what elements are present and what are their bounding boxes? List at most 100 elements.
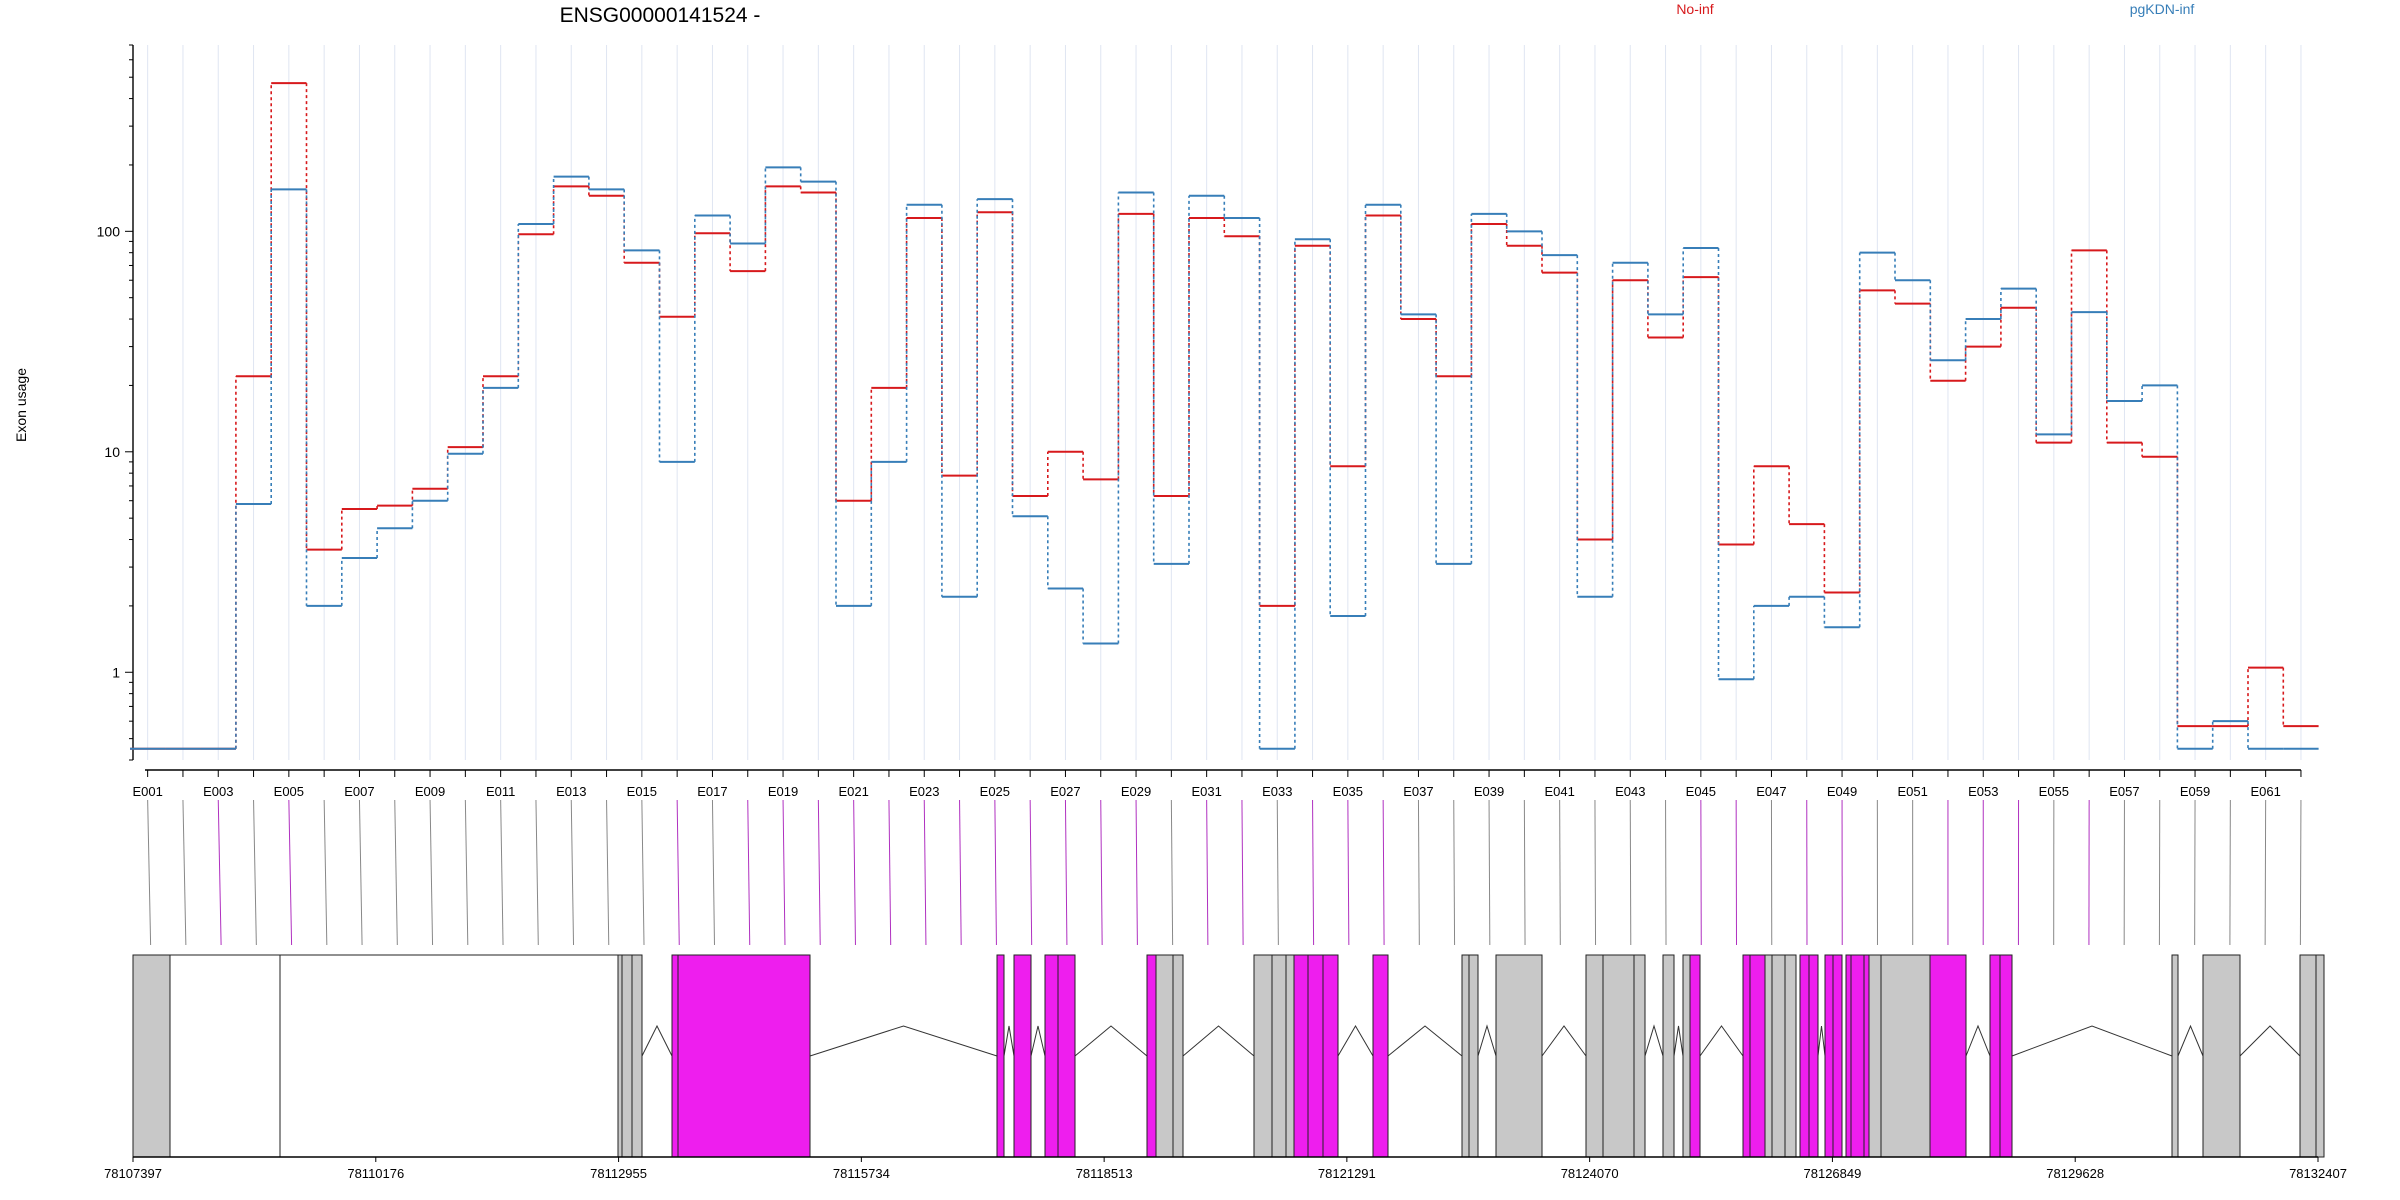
- exon-box-E038: [1461, 954, 1470, 1158]
- exon-connector-E038: [1453, 799, 1456, 946]
- exon-connector-E042: [1594, 799, 1597, 946]
- intron-line: [1030, 1025, 1046, 1057]
- exon-box-E016: [671, 954, 679, 1158]
- exon-box-E034: [1322, 954, 1339, 1158]
- x-tick-label: E053: [1968, 784, 1998, 799]
- exon-box-E002: [132, 954, 171, 1158]
- intron-line: [2011, 1025, 2173, 1057]
- y-tick-label: 1: [112, 664, 120, 680]
- exon-box-E040: [1495, 954, 1543, 1158]
- y-axis: 1 10 100: [97, 44, 134, 761]
- exon-box-E052: [1929, 954, 1967, 1158]
- exon-connector-E004: [253, 799, 257, 946]
- exon-box-E047: [1784, 954, 1797, 1158]
- exon-connector-E032: [1241, 799, 1244, 946]
- exon-connector-E019: [782, 799, 786, 946]
- exon-box-E027: [1057, 954, 1076, 1158]
- exon-box-E045: [1689, 954, 1701, 1158]
- x-tick-label: E037: [1403, 784, 1433, 799]
- exon-box-E042: [1602, 954, 1635, 1158]
- exon-box-E048: [1824, 954, 1834, 1158]
- exon-box-E048: [1799, 954, 1810, 1158]
- intron-line: [1673, 1025, 1684, 1057]
- exon-connector-E018: [747, 799, 751, 946]
- exon-box-E038: [1468, 954, 1479, 1158]
- x-tick-label: E061: [2250, 784, 2280, 799]
- series-connector: [235, 167, 2249, 749]
- intron-line: [1337, 1025, 1374, 1057]
- intron-line: [1541, 1025, 1587, 1057]
- exon-box-E015: [621, 954, 633, 1158]
- exon-connector-E005: [288, 799, 293, 946]
- x-tick-label: E051: [1897, 784, 1927, 799]
- intron-line: [1699, 1025, 1744, 1057]
- intron-line: [1644, 1024, 1664, 1057]
- exon-connector-E002: [182, 799, 187, 946]
- exon-connector-E013: [570, 799, 575, 946]
- exon-connector-E037: [1417, 799, 1420, 946]
- exon-box-E044: [1662, 954, 1675, 1158]
- exon-box-E042: [1585, 954, 1604, 1158]
- exon-connector-E011: [500, 799, 504, 946]
- exon-connector-E014: [606, 799, 610, 946]
- x-tick-label: E011: [486, 784, 515, 799]
- x-tick-label: E031: [1191, 784, 1221, 799]
- exon-box-E049: [1850, 954, 1865, 1158]
- exon-connector-E035: [1347, 799, 1350, 946]
- exon-connector-E030: [1170, 799, 1174, 946]
- exon-connector-E028: [1100, 799, 1103, 946]
- intron-line: [1477, 1024, 1497, 1057]
- exon-connector-E024: [959, 799, 962, 946]
- exon-connector-E039: [1488, 799, 1491, 946]
- exon-box-E058: [2171, 954, 2179, 1158]
- exon-connectors: [147, 799, 2302, 946]
- exon-connector-E021: [853, 799, 856, 946]
- x-tick-label: E035: [1333, 784, 1363, 799]
- exon-box-E033: [1285, 954, 1295, 1158]
- genomic-tick-label: 78126849: [1804, 1166, 1862, 1181]
- exon-box-E050: [1880, 954, 1931, 1158]
- exon-box-E049: [1863, 954, 1870, 1158]
- intron-line: [2239, 1025, 2301, 1057]
- intron-line: [1387, 1025, 1463, 1057]
- exon-connector-E008: [394, 799, 398, 946]
- exon-box-E018: [677, 954, 811, 1158]
- x-tick-label: E001: [132, 784, 162, 799]
- x-tick-label: E039: [1474, 784, 1504, 799]
- x-tick-label: E015: [627, 784, 657, 799]
- chart-title: ENSG00000141524 -: [560, 4, 761, 27]
- genomic-tick-label: 78115734: [833, 1166, 890, 1181]
- x-tick-label: E045: [1686, 784, 1716, 799]
- exon-connector-E003: [217, 799, 222, 946]
- genomic-coordinate-axis: 78107397 78110176 78112955 78115734 78118513…: [104, 1156, 2347, 1181]
- exon-box-E053: [1989, 954, 2001, 1158]
- exon-connector-E022: [888, 799, 892, 946]
- intron-line: [1817, 1025, 1826, 1057]
- exon-connector-E020: [817, 799, 821, 946]
- x-tick-label: E059: [2180, 784, 2210, 799]
- intron-line: [1003, 1025, 1015, 1057]
- genomic-tick-label: 78112955: [590, 1166, 647, 1181]
- exon-box-E053: [1999, 954, 2013, 1158]
- x-tick-label: E029: [1121, 784, 1151, 799]
- exon-box-E029: [1146, 954, 1157, 1158]
- x-tick-label: E057: [2109, 784, 2139, 799]
- genomic-tick-label: 78121291: [1318, 1166, 1376, 1181]
- x-tick-label: E055: [2039, 784, 2069, 799]
- x-tick-label: E007: [344, 784, 374, 799]
- exon-connector-E027: [1064, 799, 1068, 946]
- genomic-tick-label: 78107397: [104, 1166, 162, 1181]
- exon-box-E025: [996, 954, 1005, 1158]
- x-tick-label: E027: [1050, 784, 1080, 799]
- exon-connector-E029: [1135, 799, 1138, 946]
- exon-box-E047: [1764, 954, 1773, 1158]
- exon-box-E046: [1749, 954, 1766, 1158]
- exon-box-E059: [2202, 954, 2241, 1158]
- exon-box-E027: [1044, 954, 1059, 1158]
- exon-connector-E031: [1206, 799, 1209, 946]
- gene-model: [132, 954, 2325, 1158]
- x-tick-label: E047: [1756, 784, 1786, 799]
- y-axis-label: Exon usage: [13, 368, 29, 442]
- x-tick-label: E025: [980, 784, 1010, 799]
